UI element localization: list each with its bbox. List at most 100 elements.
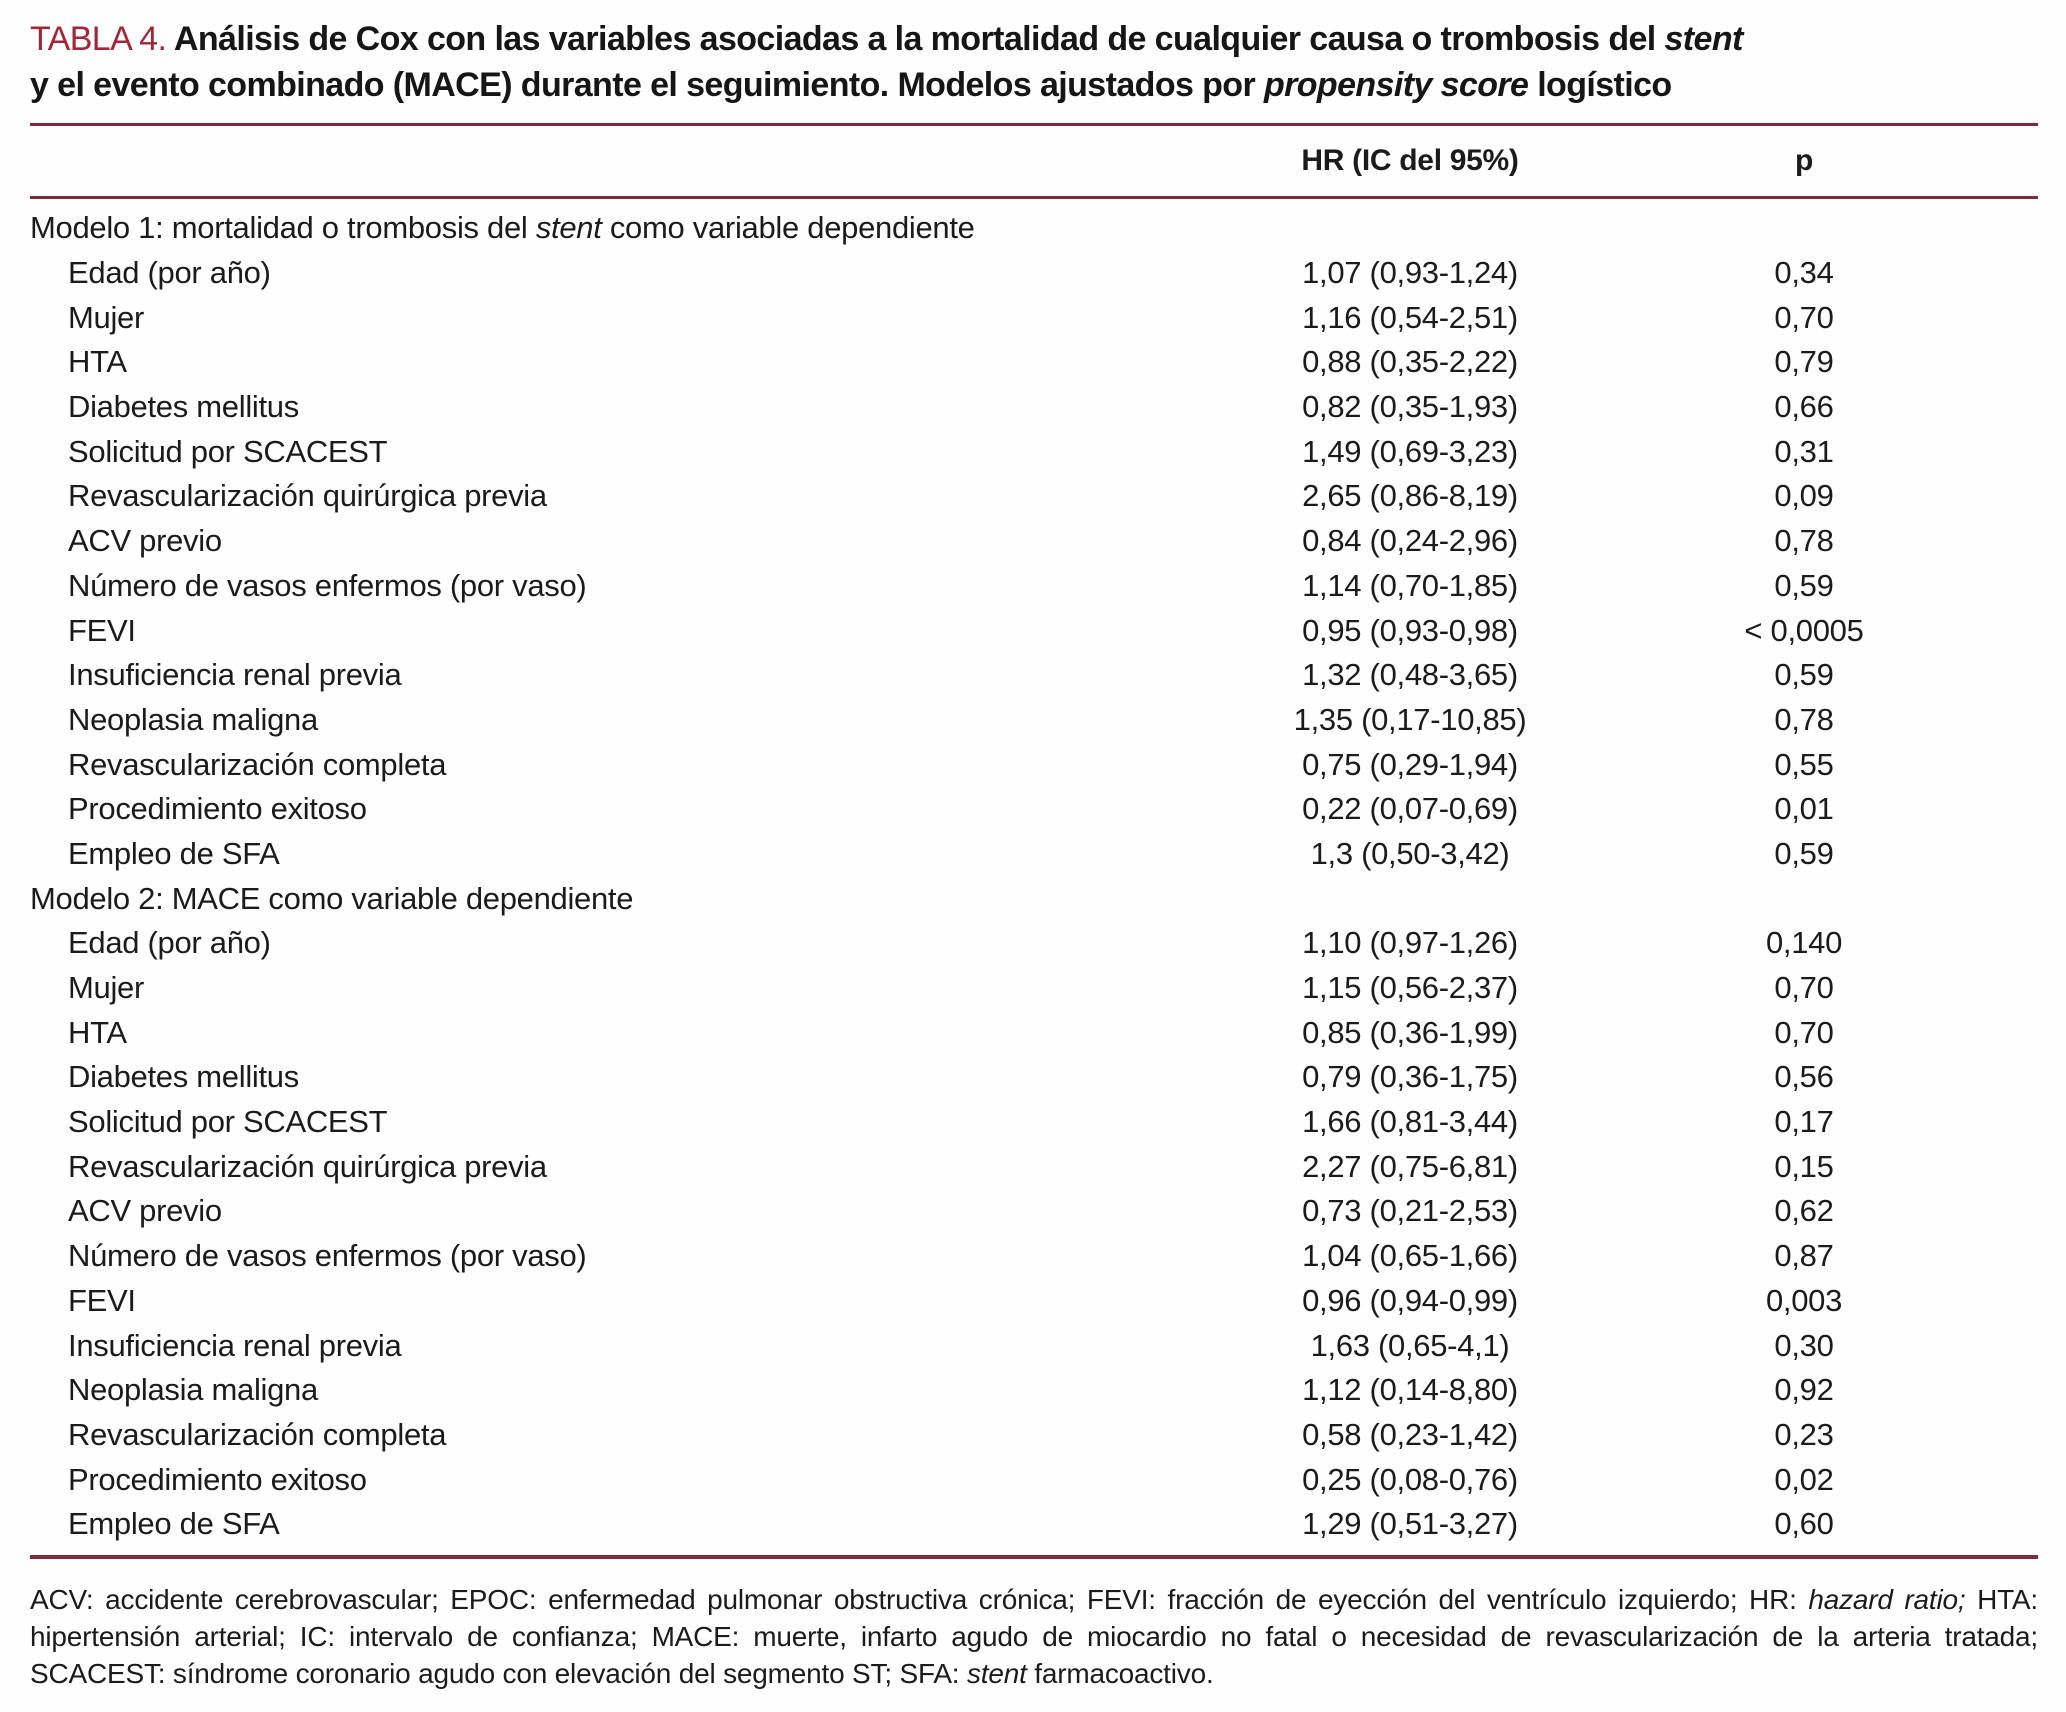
table-row: HTA 0,85 (0,36-1,99) 0,70 [30,1010,2038,1055]
table-number-label: TABLA 4. [30,20,167,58]
row-label: Revascularización quirúrgica previa [68,1148,547,1184]
table-row: Procedimiento exitoso 0,25 (0,08-0,76) 0,0… [30,1457,2038,1502]
row-p-value: 0,56 [1774,1059,1834,1095]
table-row: Revascularización quirúrgica previa 2,27 … [30,1144,2038,1189]
table-row: Diabetes mellitus 0,79 (0,36-1,75) 0,56 [30,1055,2038,1100]
table-row: Número de vasos enfermos (por vaso) 1,14 … [30,564,2038,609]
table-row: Mujer 1,16 (0,54-2,51) 0,70 [30,295,2038,340]
row-p-value: < 0,0005 [1744,612,1864,648]
row-label: Revascularización completa [68,746,447,782]
table-row: Procedimiento exitoso 0,22 (0,07-0,69) 0,0… [30,787,2038,832]
table-row: Revascularización completa 0,75 (0,29-1,9… [30,742,2038,787]
text-segment: stent [1664,20,1744,58]
text-segment: stent [535,210,602,246]
row-label: Insuficiencia renal previa [68,1327,402,1363]
text-segment: farmacoactivo. [1026,1657,1214,1689]
table-row: Número de vasos enfermos (por vaso) 1,04 … [30,1234,2038,1279]
text-segment: propensity score [1263,66,1529,104]
row-p-value: 0,60 [1774,1506,1834,1542]
text-segment: y el evento combinado (MACE) durante el … [30,66,1264,104]
row-label: Neoplasia maligna [68,1372,318,1408]
table-body: Modelo 1: mortalidad o trombosis del ste… [30,199,2038,1555]
row-p-value: 0,70 [1774,1014,1834,1050]
footnote: ACV: accidente cerebrovascular; EPOC: en… [30,1581,2038,1692]
row-hr-value: 1,04 (0,65-1,66) [1302,1238,1518,1274]
row-p-value: 0,003 [1765,1282,1843,1318]
row-label: Empleo de SFA [68,835,280,871]
row-p-value: 0,66 [1774,389,1834,425]
row-label: FEVI [68,612,136,648]
section-header: Modelo 1: mortalidad o trombosis del ste… [30,206,2038,251]
row-label: HTA [68,1014,127,1050]
row-hr-value: 1,35 (0,17-10,85) [1293,701,1527,737]
row-label: ACV previo [68,1193,222,1229]
row-label: Empleo de SFA [68,1506,280,1542]
row-hr-value: 1,32 (0,48-3,65) [1302,657,1518,693]
row-hr-value: 0,22 (0,07-0,69) [1302,791,1518,827]
rule-header [30,196,2038,199]
row-hr-value: 1,12 (0,14-8,80) [1302,1372,1518,1408]
table-row: HTA 0,88 (0,35-2,22) 0,79 [30,340,2038,385]
table-row: Solicitud por SCACEST 1,66 (0,81-3,44) 0,1… [30,1100,2038,1145]
text-segment: logístico [1528,66,1672,104]
row-p-value: 0,31 [1774,433,1834,469]
row-hr-value: 1,14 (0,70-1,85) [1302,567,1518,603]
row-p-value: 0,140 [1765,925,1843,961]
row-hr-value: 0,75 (0,29-1,94) [1302,746,1518,782]
row-hr-value: 1,07 (0,93-1,24) [1302,255,1518,291]
section-header-label: Modelo 1: mortalidad o trombosis del ste… [30,210,2038,246]
row-hr-value: 2,65 (0,86-8,19) [1302,478,1518,514]
text-segment: Modelo 1: mortalidad o trombosis del [30,210,536,246]
row-p-value: 0,34 [1774,255,1834,291]
table-row: Solicitud por SCACEST 1,49 (0,69-3,23) 0,3… [30,429,2038,474]
row-p-value: 0,70 [1774,970,1834,1006]
row-hr-value: 0,79 (0,36-1,75) [1302,1059,1518,1095]
table-row: Neoplasia maligna 1,12 (0,14-8,80) 0,92 [30,1368,2038,1413]
row-hr-value: 1,15 (0,56-2,37) [1302,970,1518,1006]
section-header: Modelo 2: MACE como variable dependiente [30,876,2038,921]
row-p-value: 0,17 [1774,1104,1834,1140]
row-p-value: 0,09 [1774,478,1834,514]
row-label: Solicitud por SCACEST [68,1104,388,1140]
text-segment: stent [966,1657,1027,1689]
text-segment: como variable dependiente [601,210,975,246]
row-hr-value: 1,49 (0,69-3,23) [1302,433,1518,469]
row-hr-value: 2,27 (0,75-6,81) [1302,1148,1518,1184]
text-segment: hazard ratio; [1808,1583,1966,1615]
row-p-value: 0,15 [1774,1148,1834,1184]
row-hr-value: 0,88 (0,35-2,22) [1302,344,1518,380]
title-text-2: y el evento combinado (MACE) durante el … [30,66,1672,104]
row-hr-value: 1,3 (0,50-3,42) [1310,835,1510,871]
row-p-value: 0,55 [1774,746,1834,782]
table-header-row: HR (IC del 95%) p [30,126,2038,196]
table-row: Empleo de SFA 1,3 (0,50-3,42) 0,59 [30,832,2038,877]
row-p-value: 0,23 [1774,1416,1834,1452]
row-p-value: 0,59 [1774,835,1834,871]
row-hr-value: 0,84 (0,24-2,96) [1302,523,1518,559]
table-title: TABLA 4. Análisis de Cox con las variabl… [30,16,2038,108]
row-label: Número de vasos enfermos (por vaso) [68,567,587,603]
rule-bottom [30,1554,2038,1559]
row-hr-value: 0,58 (0,23-1,42) [1302,1416,1518,1452]
row-hr-value: 0,82 (0,35-1,93) [1302,389,1518,425]
table-row: Mujer 1,15 (0,56-2,37) 0,70 [30,966,2038,1011]
row-p-value: 0,78 [1774,523,1834,559]
row-label: Revascularización quirúrgica previa [68,478,547,514]
row-label: FEVI [68,1282,136,1318]
row-label: Procedimiento exitoso [68,791,367,827]
table-row: Insuficiencia renal previa 1,32 (0,48-3,6… [30,653,2038,698]
row-p-value: 0,01 [1774,791,1834,827]
table-row: FEVI 0,96 (0,94-0,99) 0,003 [30,1279,2038,1324]
row-label: Edad (por año) [68,925,271,961]
row-hr-value: 0,85 (0,36-1,99) [1302,1014,1518,1050]
row-hr-value: 1,29 (0,51-3,27) [1302,1506,1518,1542]
row-p-value: 0,02 [1774,1461,1834,1497]
table-row: ACV previo 0,84 (0,24-2,96) 0,78 [30,519,2038,564]
row-hr-value: 1,10 (0,97-1,26) [1302,925,1518,961]
text-segment: Análisis de Cox con las variables asocia… [166,20,1665,58]
row-p-value: 0,59 [1774,657,1834,693]
table-row: Neoplasia maligna 1,35 (0,17-10,85) 0,78 [30,698,2038,743]
row-p-value: 0,78 [1774,701,1834,737]
table-row: Revascularización quirúrgica previa 2,65 … [30,474,2038,519]
row-label: Procedimiento exitoso [68,1461,367,1497]
